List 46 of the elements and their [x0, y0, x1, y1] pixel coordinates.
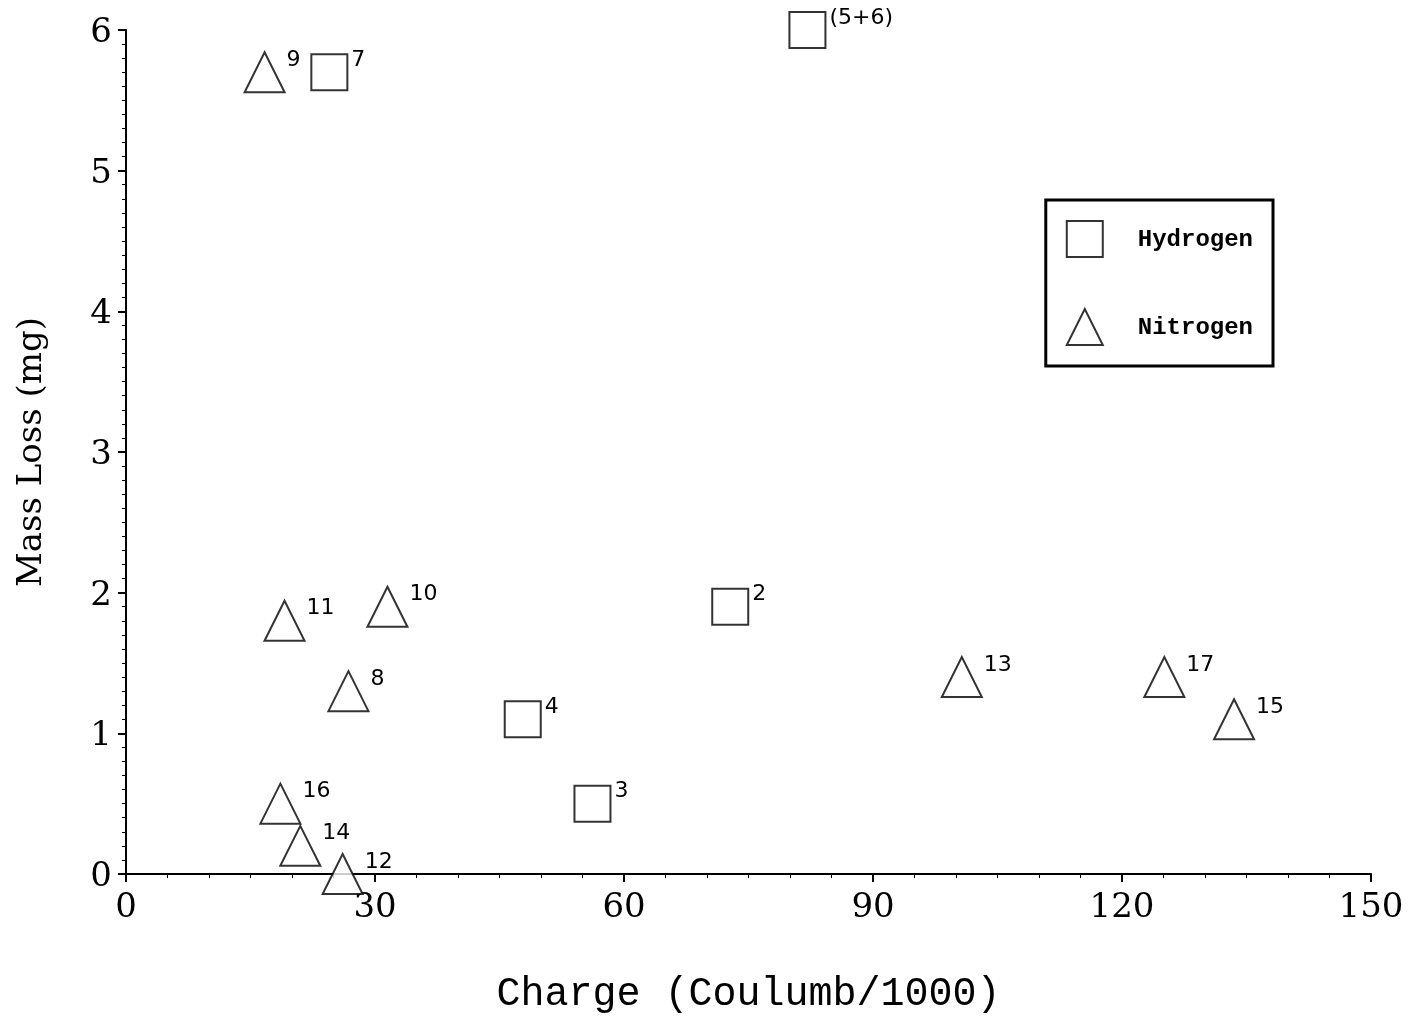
point: [310, 53, 349, 92]
y-axis-title: Mass Loss (mg): [9, 316, 49, 588]
x-tick-label: 90: [851, 885, 895, 925]
y-tick-label: 6: [90, 10, 112, 50]
point: [259, 782, 302, 825]
y-tick-label: 4: [90, 291, 112, 332]
annotation: 16: [302, 777, 331, 803]
point: [711, 587, 750, 626]
annotation: (5+6): [829, 3, 894, 29]
annotation: 7: [351, 45, 366, 71]
point: [1143, 656, 1186, 699]
annotation: 10: [409, 580, 438, 606]
x-tick-label: 30: [353, 885, 397, 925]
point: [243, 51, 286, 94]
x-tick-label: 60: [602, 885, 646, 925]
legend-label: Nitrogen: [1137, 313, 1253, 341]
annotation: 15: [1256, 692, 1285, 718]
annotation: 4: [544, 692, 559, 718]
y-tick-label: 3: [90, 432, 112, 472]
annotation: 11: [306, 594, 335, 620]
point: [940, 656, 983, 699]
point: [279, 824, 322, 867]
y-tick-label: 5: [90, 150, 112, 191]
legend-label: Hydrogen: [1137, 225, 1253, 253]
annotation: 14: [322, 819, 351, 845]
y-tick-label: 2: [90, 572, 112, 613]
x-tick-label: 120: [1089, 885, 1155, 925]
x-tick-label: 150: [1338, 885, 1404, 925]
point: [788, 11, 827, 49]
point: [1213, 698, 1256, 741]
annotation: 9: [286, 45, 301, 71]
x-axis-title: Charge (Coulumb/1000): [496, 971, 1001, 1017]
point: [503, 700, 542, 739]
annotation: 8: [370, 664, 385, 690]
annotation: 2: [752, 580, 767, 606]
annotation: 12: [364, 847, 393, 873]
y-tick-label: 1: [90, 713, 112, 754]
point: [327, 670, 370, 713]
annotation: 17: [1186, 650, 1215, 676]
x-tick-label: 0: [115, 885, 137, 925]
annotation: 3: [614, 777, 629, 803]
annotation: 13: [983, 650, 1012, 676]
point: [263, 599, 306, 642]
y-tick-label: 0: [90, 854, 112, 894]
point: [573, 784, 612, 823]
point: [366, 585, 409, 628]
